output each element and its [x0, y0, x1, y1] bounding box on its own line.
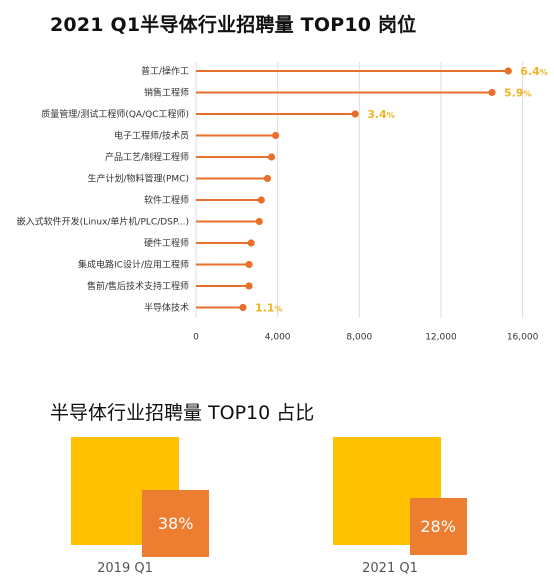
x-tick-label: 16,000 [507, 333, 539, 343]
category-label: 售前/售后技术支持工程师 [87, 280, 189, 292]
category-label: 质量管理/测试工程师(QA/QC工程师) [41, 108, 189, 120]
chart-title-bottom: 半导体行业招聘量 TOP10 占比 [50, 402, 315, 424]
stems [196, 70, 509, 309]
share-value-2021: 28% [420, 517, 456, 537]
share-year-2019: 2019 Q1 [97, 561, 153, 576]
share-inner-2019: 38% [142, 490, 209, 557]
lollipop-dot [255, 217, 263, 226]
x-tick-label: 8,000 [346, 333, 372, 343]
x-tick-label: 0 [193, 333, 199, 343]
share-value-2019: 38% [157, 514, 194, 534]
value-label: 3.4% [367, 108, 395, 121]
category-label: 嵌入式软件开发(Linux/单片机/PLC/DSP...) [17, 216, 189, 228]
lollipop-dot [239, 303, 247, 312]
category-label: 生产计划/物料管理(PMC) [87, 173, 189, 185]
lollipop-dot [263, 174, 272, 183]
category-label: 销售工程师 [144, 87, 189, 99]
value-label: 1.1% [255, 302, 283, 315]
category-label: 集成电路IC设计/应用工程师 [78, 259, 189, 271]
category-label: 软件工程师 [144, 194, 189, 206]
lollipop-dot [257, 196, 265, 204]
x-tick-label: 4,000 [265, 333, 291, 343]
dots [239, 67, 512, 312]
lollipop-dot [351, 110, 359, 118]
share-outer-2019: 38% [71, 437, 209, 557]
x-axis-ticks: 0 4,000 8,000 12,000 16,000 [193, 333, 538, 343]
lollipop-dot [504, 67, 512, 75]
share-inner-2021: 28% [409, 498, 467, 556]
lollipop-dot [488, 88, 496, 97]
lollipop-dot [272, 131, 280, 140]
grid-lines [195, 62, 524, 318]
category-label: 电子工程师/技术员 [114, 130, 189, 142]
chart-title-top: 2021 Q1半导体行业招聘量 TOP10 岗位 [50, 14, 417, 36]
category-label: 硬件工程师 [144, 237, 189, 249]
lollipop-dot [247, 239, 255, 247]
lollipop-dot [245, 260, 253, 269]
x-tick-label: 12,000 [425, 333, 457, 343]
value-label: 6.4% [520, 65, 548, 78]
lollipop-dot [267, 153, 276, 161]
share-year-2021: 2021 Q1 [362, 561, 418, 576]
share-outer-2021: 28% [333, 437, 467, 556]
lollipop-dot [245, 282, 253, 290]
category-label: 半导体技术 [144, 302, 189, 314]
value-labels: 6.4% 5.9% 3.4% 1.1% [255, 65, 548, 315]
category-label: 产品工艺/制程工程师 [105, 151, 189, 163]
value-label: 5.9% [504, 87, 532, 100]
category-label: 普工/操作工 [141, 65, 189, 77]
